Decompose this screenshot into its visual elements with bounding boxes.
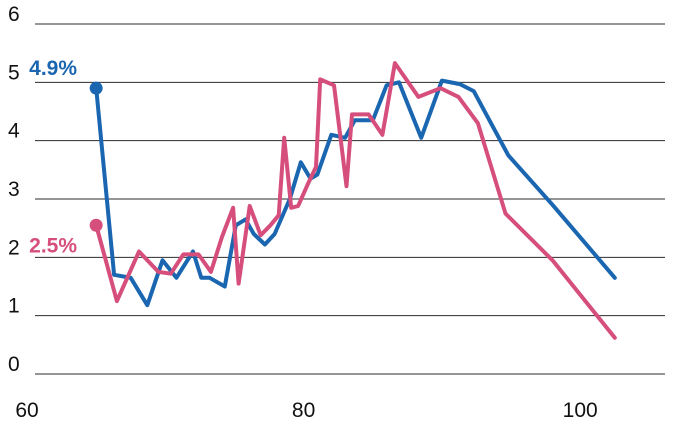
series-start-point-0 [89,81,103,95]
x-tick-label: 80 [292,399,315,422]
series-start-point-1 [89,218,103,232]
series-line-1 [94,61,617,340]
y-tick-label: 5 [8,61,20,84]
y-tick-label: 6 [8,3,20,26]
y-tick-label: 3 [8,178,20,201]
x-axis-ticks: 60 80 100 [15,399,597,422]
y-tick-label: 1 [8,295,20,318]
y-axis-ticks: 0 1 2 3 4 5 6 [8,3,20,376]
y-tick-label: 2 [8,236,20,259]
series-value-label-0: 4.9% [29,57,77,80]
y-tick-label: 4 [8,120,20,143]
gridlines [35,23,665,375]
x-tick-label: 100 [563,399,598,422]
y-tick-label: 0 [8,353,20,376]
series-lines: 4.9% 2.5% [29,57,617,340]
series-value-label-1: 2.5% [29,234,77,257]
x-tick-label: 60 [15,399,38,422]
